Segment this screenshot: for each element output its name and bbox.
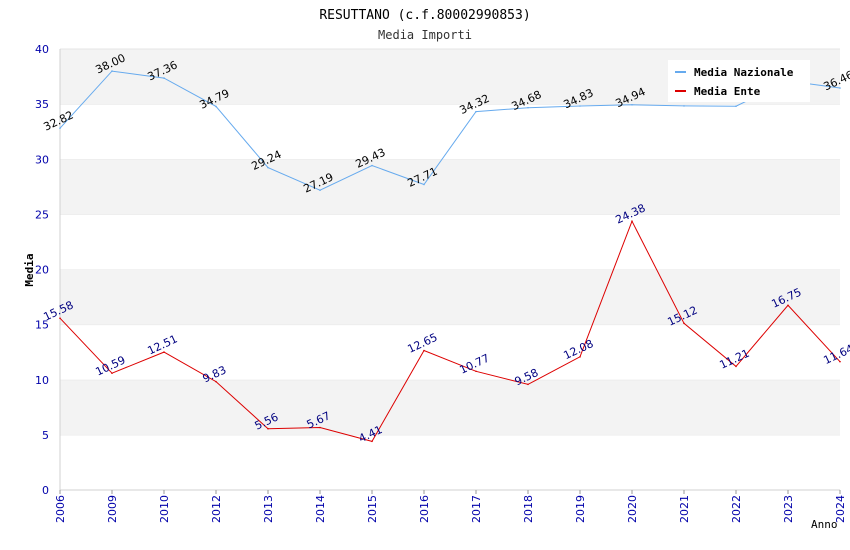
y-tick-label: 35 (35, 98, 49, 111)
data-point (215, 105, 217, 108)
data-point (319, 426, 321, 429)
x-tick-label: 2006 (54, 495, 67, 523)
y-tick-label: 15 (35, 319, 49, 332)
x-tick-label: 2021 (678, 495, 691, 523)
data-point (59, 317, 61, 320)
data-point (163, 351, 165, 353)
data-point (839, 360, 841, 363)
data-point (735, 105, 737, 108)
y-tick-label: 30 (35, 153, 49, 166)
data-point (163, 77, 165, 79)
data-point (787, 304, 789, 307)
legend-box (668, 60, 810, 102)
data-point (111, 70, 113, 72)
x-tick-label: 2019 (574, 495, 587, 523)
data-point (527, 106, 529, 109)
y-tick-label: 10 (35, 374, 49, 387)
grid-band (60, 269, 840, 325)
x-tick-label: 2012 (210, 495, 223, 523)
y-axis-label: Media (23, 253, 36, 286)
x-tick-label: 2014 (314, 495, 327, 523)
y-tick-label: 25 (35, 208, 49, 221)
x-tick-label: 2023 (782, 495, 795, 523)
x-tick-label: 2015 (366, 495, 379, 523)
grid-band (60, 104, 840, 160)
x-tick-label: 2013 (262, 495, 275, 523)
data-point (735, 365, 737, 368)
y-tick-label: 20 (35, 264, 49, 277)
data-point (111, 372, 113, 375)
grid-band (60, 379, 840, 435)
data-point (579, 356, 581, 358)
grid-band (60, 214, 840, 270)
series-line-media-ente (59, 219, 841, 442)
legend-label-media-nazionale: Media Nazionale (694, 66, 794, 79)
data-point (371, 164, 373, 167)
data-point (683, 105, 685, 107)
data-point (59, 127, 61, 129)
data-point (631, 103, 633, 106)
data-point (527, 383, 529, 386)
data-point (267, 166, 269, 169)
chart-title: RESUTTANO (c.f.80002990853) (319, 8, 530, 23)
x-tick-label: 2022 (730, 495, 743, 523)
y-tick-label: 40 (35, 43, 49, 56)
grid-band (60, 159, 840, 215)
grid-band (60, 434, 840, 490)
x-tick-label: 2020 (626, 495, 639, 523)
data-point (423, 349, 425, 352)
y-tick-label: 0 (42, 484, 49, 497)
data-point (579, 105, 581, 107)
data-point (683, 322, 685, 325)
data-point (631, 220, 633, 223)
data-point (371, 440, 373, 443)
x-tick-label: 2009 (106, 495, 119, 523)
grid-band (60, 324, 840, 380)
x-tick-label: 2016 (418, 495, 431, 523)
data-point (839, 87, 841, 89)
data-point (423, 183, 425, 186)
legend-label-media-ente: Media Ente (694, 85, 761, 98)
x-tick-label: 2024 (834, 495, 847, 523)
chart-subtitle: Media Importi (378, 28, 472, 42)
data-point (215, 380, 217, 383)
series-line-media-nazionale (59, 70, 841, 191)
x-tick-label: 2010 (158, 495, 171, 523)
x-axis-label: Anno (811, 518, 838, 531)
x-tick-label: 2017 (470, 495, 483, 523)
legend: Media Nazionale Media Ente (668, 60, 810, 102)
data-point (319, 189, 321, 192)
y-tick-label: 5 (42, 429, 49, 442)
data-point (267, 427, 269, 430)
data-point (475, 370, 477, 373)
data-point (475, 110, 477, 113)
x-tick-label: 2018 (522, 495, 535, 523)
